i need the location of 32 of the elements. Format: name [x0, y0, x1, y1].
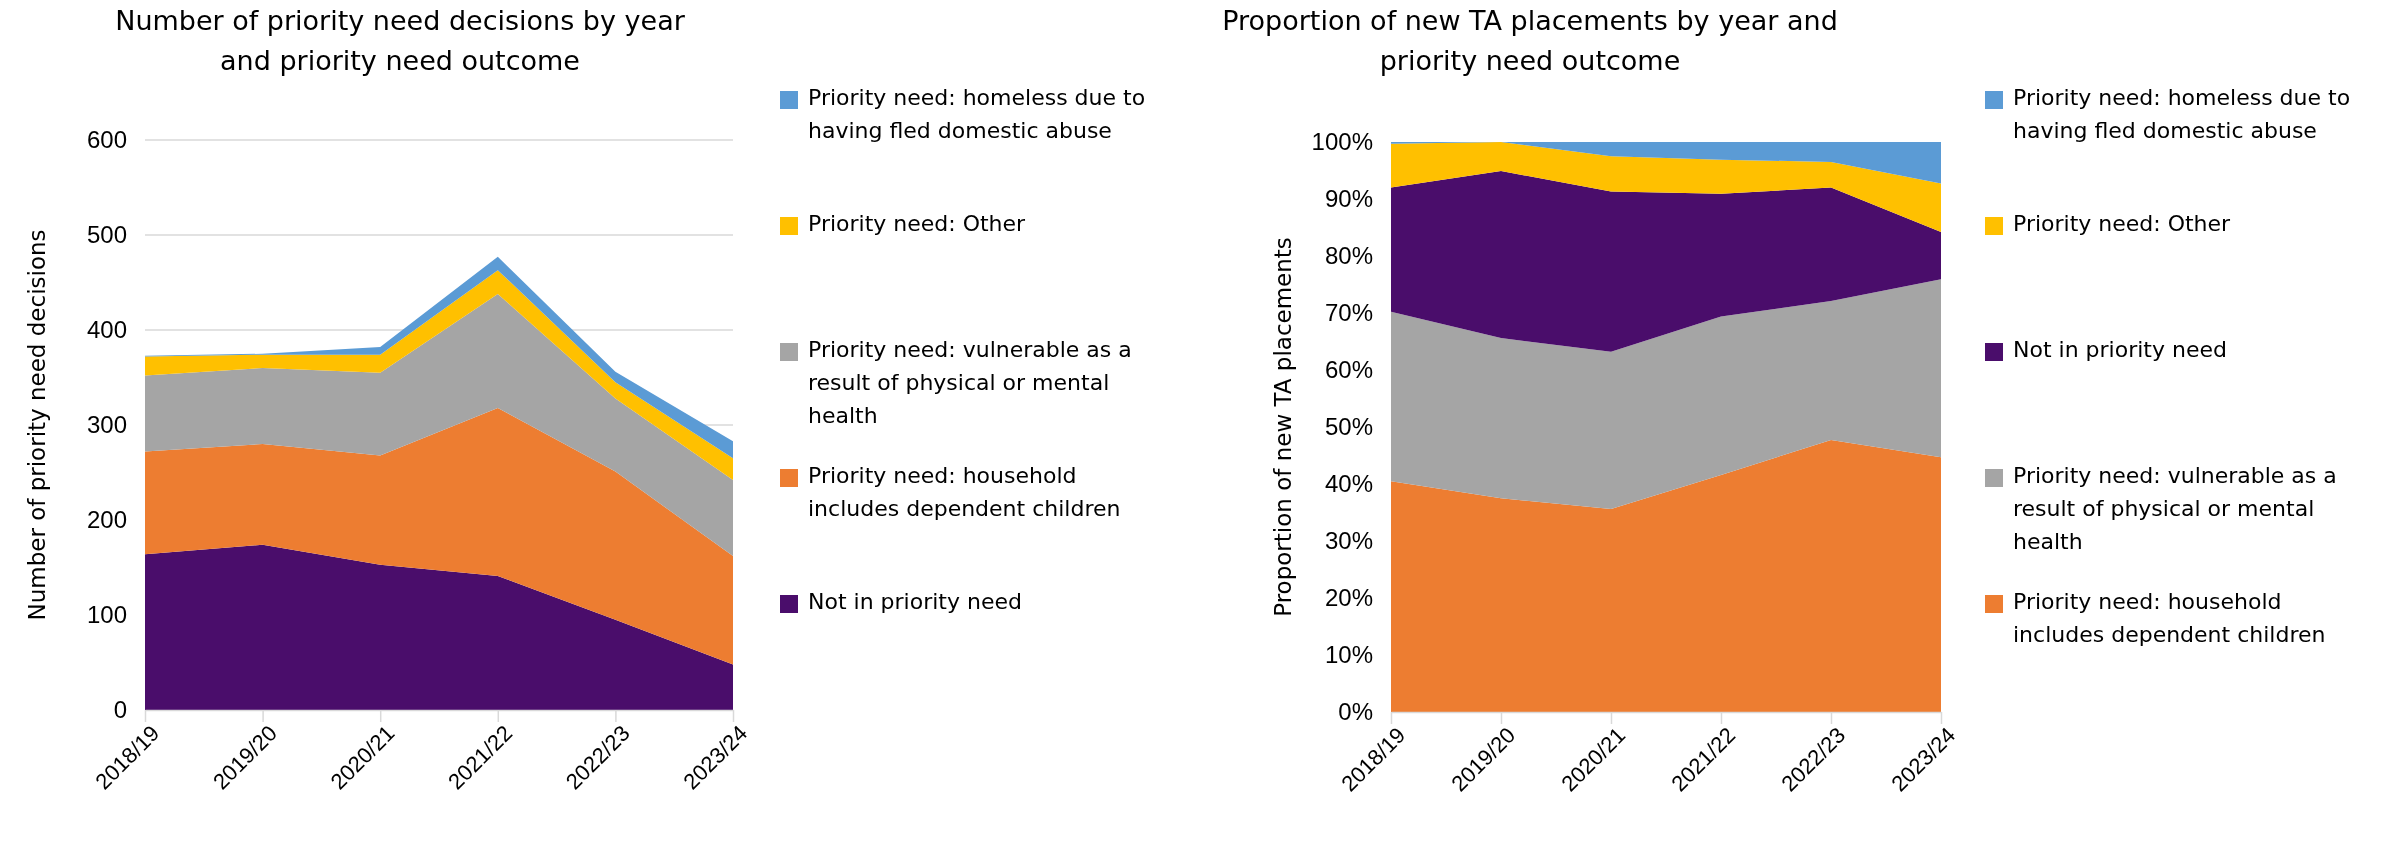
- y-tick-label: 500: [86, 221, 127, 249]
- y-tick-label: 70%: [1324, 299, 1373, 327]
- y-tick-label: 20%: [1324, 584, 1373, 612]
- chart-title: Number of priority need decisions by year and priority need outcome: [115, 5, 686, 76]
- y-tick-label: 90%: [1324, 185, 1373, 213]
- legend-label: Priority need: household includes dependent children: [2013, 589, 2326, 647]
- legend-label: Priority need: homeless due to having fled domestic abuse: [2013, 85, 2351, 143]
- legend-label: Not in priority need: [808, 589, 1022, 614]
- legend-label: Priority need: vulnerable as a result of physical or mental health: [808, 337, 1132, 428]
- y-tick-label: 10%: [1324, 641, 1373, 669]
- legend-label: Priority need: homeless due to having fled domestic abuse: [808, 85, 1146, 143]
- legend-label: Not in priority need: [2013, 337, 2227, 362]
- legend-label: Priority need: Other: [808, 211, 1027, 236]
- chart-title: Proportion of new TA placements by year and priority need outcome: [1222, 5, 1838, 76]
- y-tick-label: 600: [86, 126, 127, 154]
- y-tick-label: 0: [113, 696, 127, 724]
- y-tick-label: 40%: [1324, 470, 1373, 498]
- y-tick-label: 50%: [1324, 413, 1373, 441]
- legend-label: Priority need: Other: [2013, 211, 2232, 236]
- y-axis-title: Number of priority need decisions: [24, 229, 50, 621]
- y-tick-label: 60%: [1324, 356, 1373, 384]
- y-tick-label: 100%: [1311, 128, 1373, 156]
- y-axis-title: Proportion of new TA placements: [1270, 237, 1296, 617]
- y-tick-label: 300: [86, 411, 127, 439]
- legend-label: Priority need: household includes dependent children: [808, 463, 1121, 521]
- y-tick-label: 400: [86, 316, 127, 344]
- y-tick-label: 80%: [1324, 242, 1373, 270]
- legend-label: Priority need: vulnerable as a result of physical or mental health: [2013, 463, 2337, 554]
- y-tick-label: 100: [86, 601, 127, 629]
- y-tick-label: 30%: [1324, 527, 1373, 555]
- y-tick-label: 200: [86, 506, 127, 534]
- y-tick-label: 0%: [1338, 698, 1373, 726]
